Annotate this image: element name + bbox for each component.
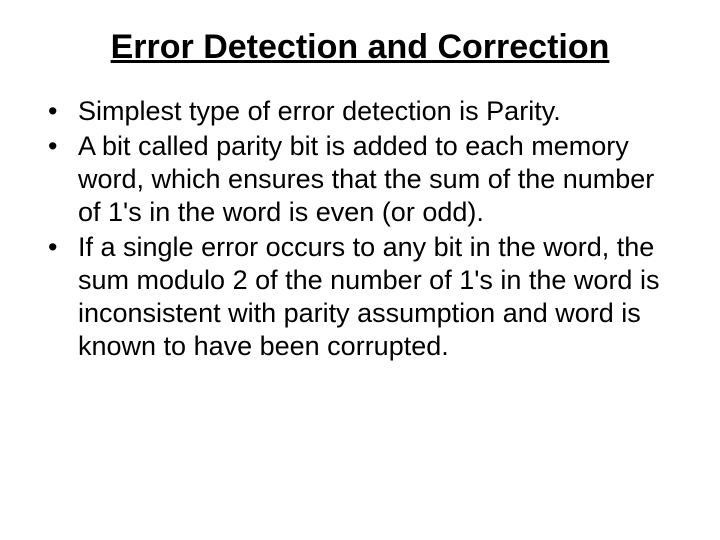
list-item: A bit called parity bit is added to each… (40, 130, 680, 229)
list-item: Simplest type of error detection is Pari… (40, 95, 680, 128)
list-item: If a single error occurs to any bit in t… (40, 231, 680, 363)
bullet-list: Simplest type of error detection is Pari… (40, 95, 680, 363)
slide-title: Error Detection and Correction (40, 28, 680, 67)
